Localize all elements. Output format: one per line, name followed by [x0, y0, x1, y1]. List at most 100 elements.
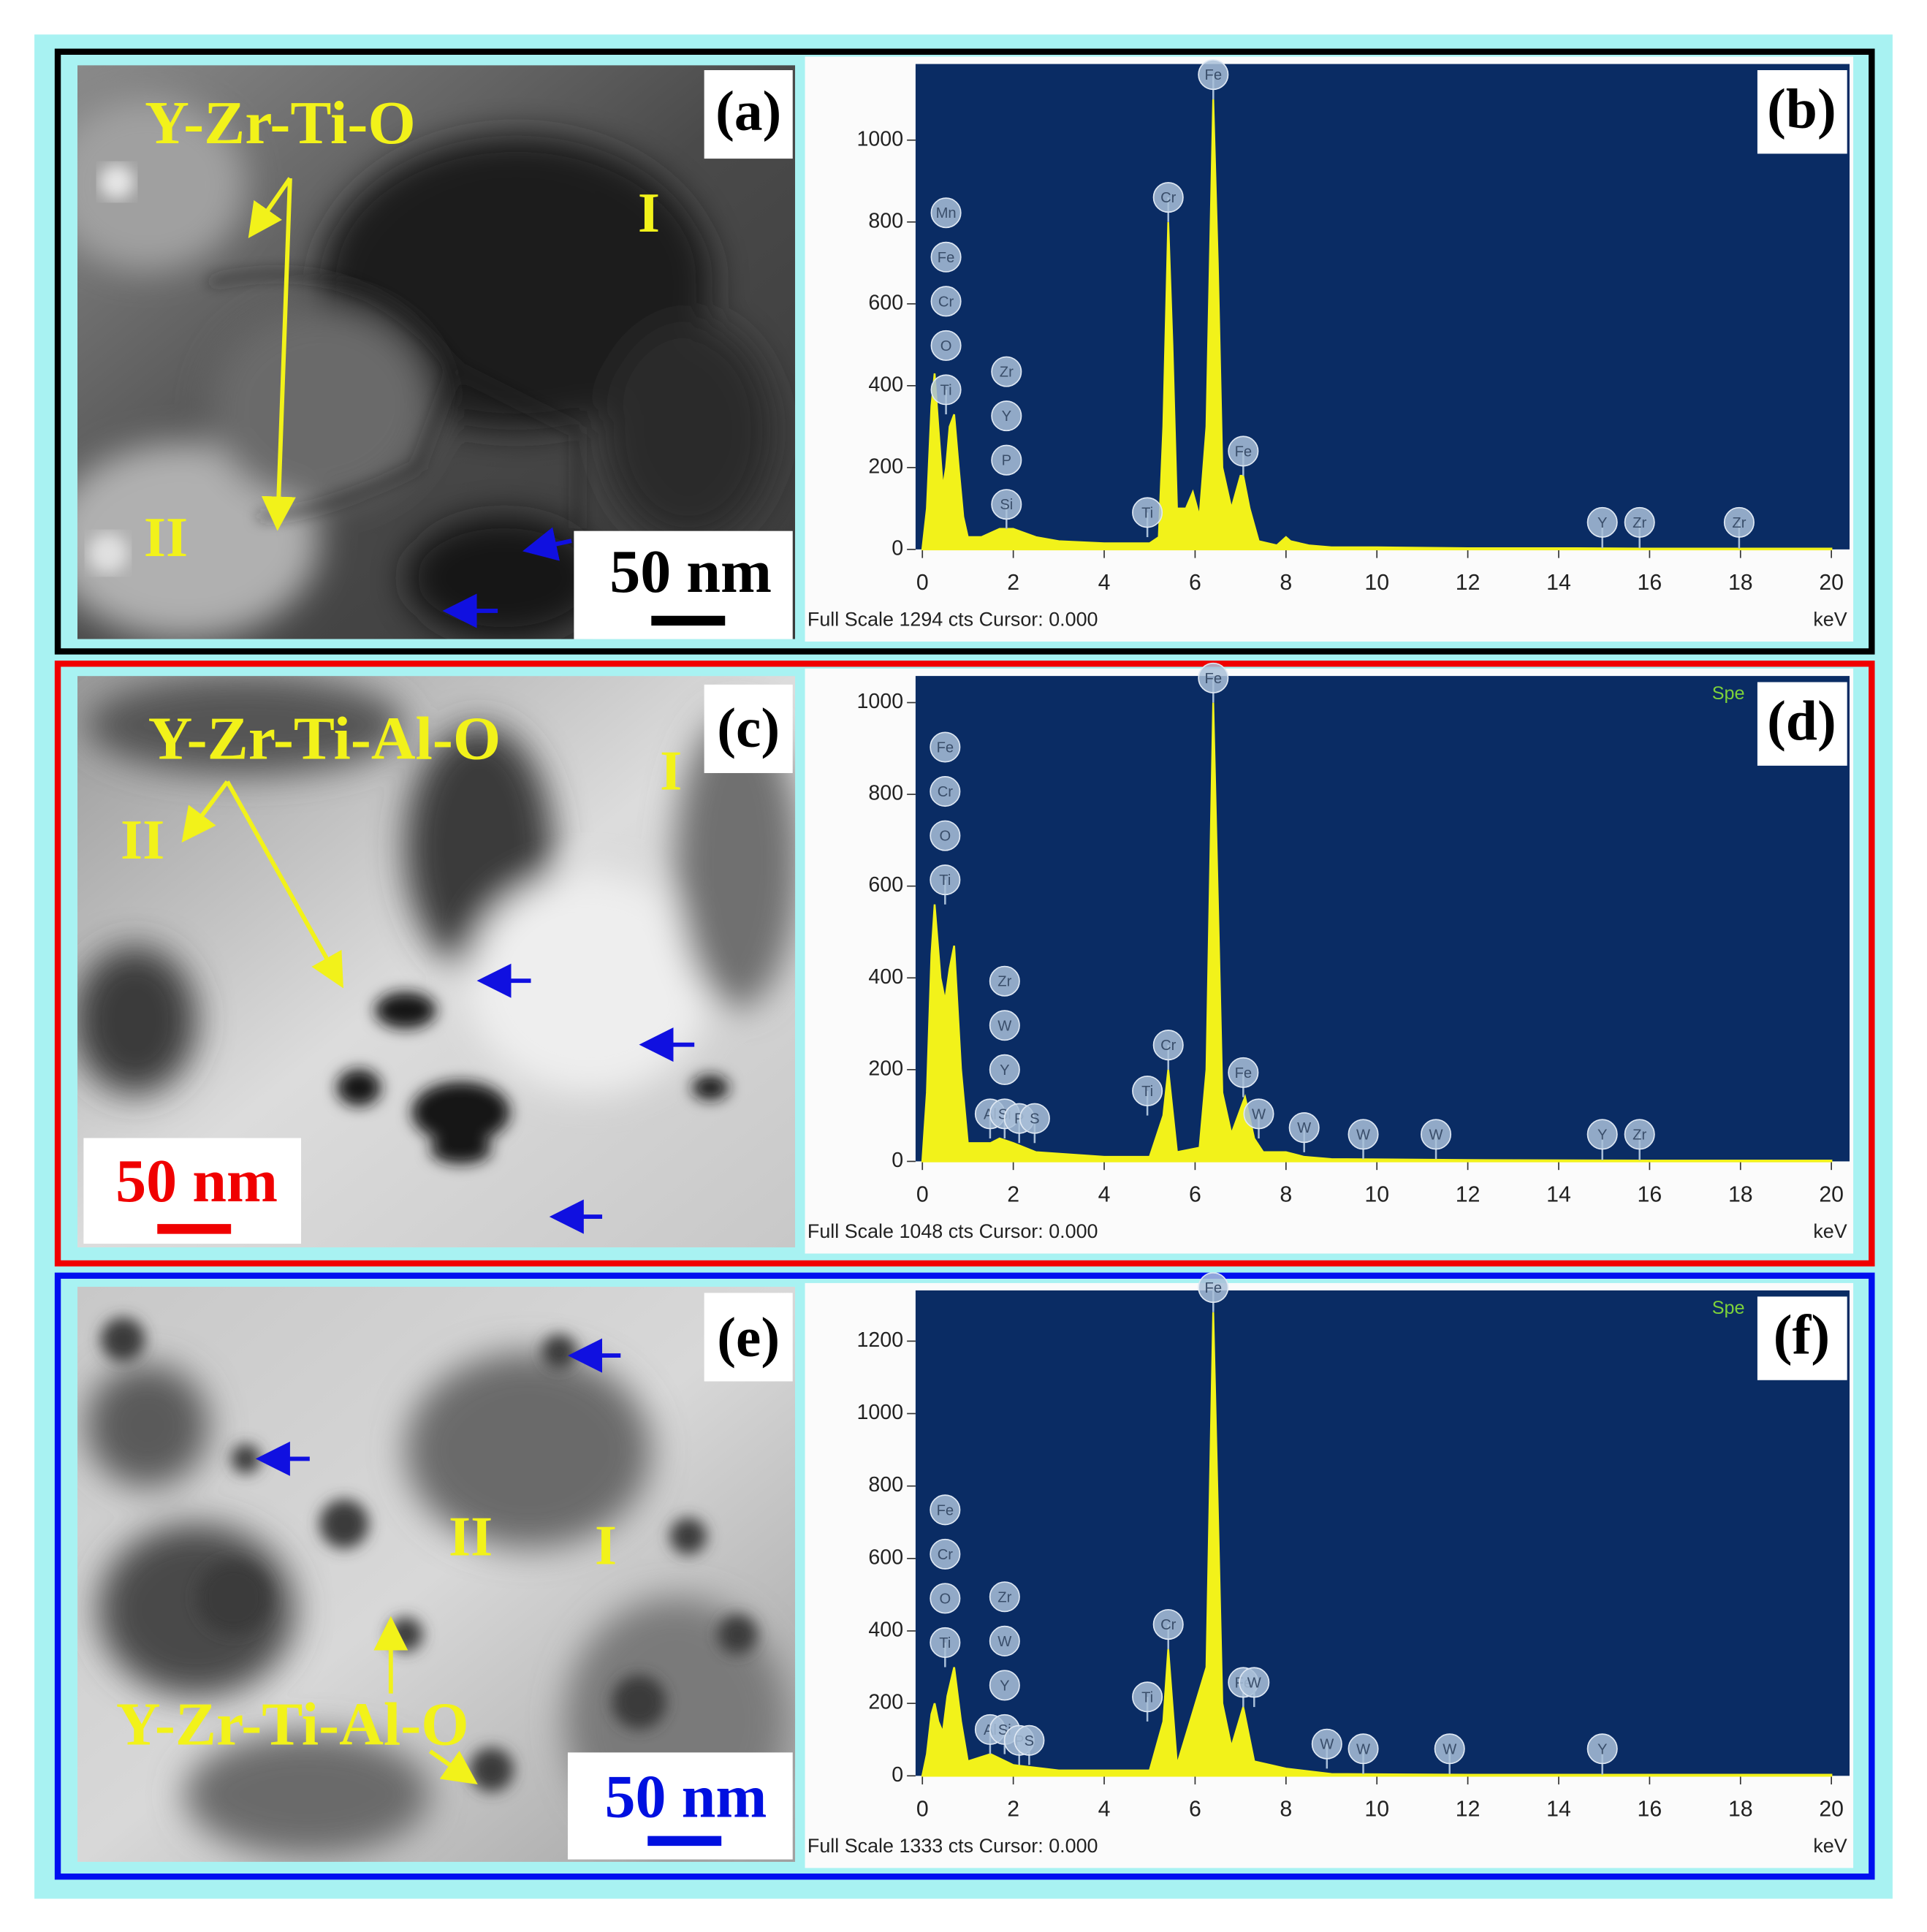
peak-label: Ti [939, 872, 951, 889]
y-tick-label: 600 [868, 1545, 903, 1569]
scale-bar-label: 50 nm [604, 1763, 767, 1831]
peak-badge [930, 1538, 961, 1570]
y-tick-label: 0 [892, 1149, 903, 1172]
y-tick-label: 400 [868, 1619, 903, 1642]
peak-badge [1624, 506, 1655, 538]
peak-badge [930, 864, 961, 896]
peak-badge [1019, 1103, 1050, 1134]
peak-label: S [1025, 1733, 1034, 1749]
panel-label: (a) [715, 80, 781, 142]
peak-label: Y [1000, 1062, 1010, 1079]
peak-label: W [1320, 1737, 1334, 1753]
peak-badge [1586, 1119, 1618, 1150]
grain-boundary [208, 271, 580, 529]
y-tick-label: 200 [868, 1691, 903, 1714]
x-tick-label: 0 [916, 1797, 929, 1821]
arrows-yellow [181, 177, 478, 1785]
peak-label: Ti [1141, 1084, 1153, 1100]
peak-badge [1348, 1733, 1379, 1765]
peak-label: Y [1000, 1678, 1010, 1694]
peak-badge [1132, 497, 1163, 528]
peak-label: W [1429, 1127, 1443, 1143]
peak-label: O [939, 829, 951, 845]
peak-badge [1434, 1733, 1465, 1765]
x-tick-label: 4 [1098, 1797, 1111, 1821]
x-tick-label: 14 [1546, 1182, 1571, 1206]
peak-badge [1132, 1681, 1163, 1713]
panel-label-box [704, 1293, 793, 1382]
peak-badge [930, 241, 962, 273]
peak-badge [930, 197, 962, 229]
peak-badge [1014, 1724, 1045, 1756]
panel-label: (b) [1767, 77, 1836, 140]
peak-label: O [940, 338, 952, 354]
plot-area [915, 64, 1850, 549]
y-tick-label: 400 [868, 373, 903, 396]
spectrum [921, 99, 1833, 551]
peak-label: Cr [1160, 190, 1177, 206]
x-tick-label: 10 [1364, 1182, 1389, 1206]
x-tick-label: 12 [1456, 1182, 1481, 1206]
peak-label: Zr [1633, 1127, 1646, 1143]
peak-label: W [1252, 1106, 1266, 1122]
x-tick-label: 6 [1189, 571, 1201, 595]
spectrum [921, 1312, 1833, 1777]
peak-label: Si [1000, 497, 1013, 513]
peak-badge [930, 1583, 961, 1614]
x-axis-unit: keV [1813, 1835, 1847, 1857]
x-axis-unit: keV [1813, 609, 1847, 631]
x-tick-label: 20 [1819, 1182, 1844, 1206]
plot-area [915, 676, 1850, 1162]
x-tick-label: 12 [1456, 571, 1481, 595]
x-tick-label: 18 [1728, 1182, 1753, 1206]
row-frame [54, 661, 1875, 1267]
peak-badge [989, 1670, 1020, 1701]
peak-badge [989, 1581, 1020, 1613]
peak-label: Fe [1235, 1065, 1253, 1081]
peak-badge [1348, 1119, 1379, 1150]
peak-badge [1152, 1030, 1184, 1061]
y-tick-label: 600 [868, 291, 903, 314]
peak-badge [1198, 662, 1229, 693]
panel-label: (c) [717, 696, 780, 759]
x-tick-label: 16 [1638, 1797, 1662, 1821]
peak-badge [989, 1010, 1020, 1041]
x-tick-label: 0 [916, 1182, 929, 1206]
corner-text: Spe [1712, 1298, 1745, 1318]
corner-text: Spe [1712, 683, 1745, 704]
phase-label: Y-Zr-Ti-Al-O [148, 705, 501, 773]
peak-badge [1288, 1112, 1320, 1144]
peak-label: P [1002, 453, 1011, 469]
x-tick-label: 18 [1728, 571, 1753, 595]
peak-label: Fe [1205, 1280, 1223, 1296]
peak-badge [1228, 436, 1259, 467]
peak-label: Fe [1205, 67, 1223, 83]
peak-label: Zr [1732, 515, 1746, 531]
precipitate [336, 992, 729, 1164]
y-tick-label: 800 [868, 209, 903, 232]
y-tick-label: 200 [868, 1057, 903, 1080]
peak-label: Ti [1141, 505, 1153, 521]
peak-badge [930, 820, 961, 851]
peak-badge [1586, 1733, 1618, 1765]
peak-badge [1152, 182, 1184, 213]
panel-label: (d) [1767, 689, 1836, 752]
phase-label: Y-Zr-Ti-Al-O [116, 1690, 469, 1758]
panel-label-box [1757, 682, 1847, 766]
x-tick-label: 8 [1280, 1797, 1292, 1821]
peak-label: Cr [938, 784, 954, 800]
peak-badge [991, 489, 1022, 520]
x-tick-label: 2 [1007, 1182, 1019, 1206]
phase-label: Y-Zr-Ti-O [145, 89, 416, 157]
region-label: I [638, 181, 660, 244]
particle [99, 164, 134, 199]
peak-badge [1243, 1098, 1274, 1130]
peak-badge [930, 286, 962, 317]
peak-label: Zr [997, 1589, 1011, 1605]
y-tick-label: 200 [868, 455, 903, 478]
peak-label: W [1247, 1675, 1261, 1691]
peak-label: Ti [1141, 1689, 1153, 1705]
x-tick-label: 4 [1098, 571, 1111, 595]
